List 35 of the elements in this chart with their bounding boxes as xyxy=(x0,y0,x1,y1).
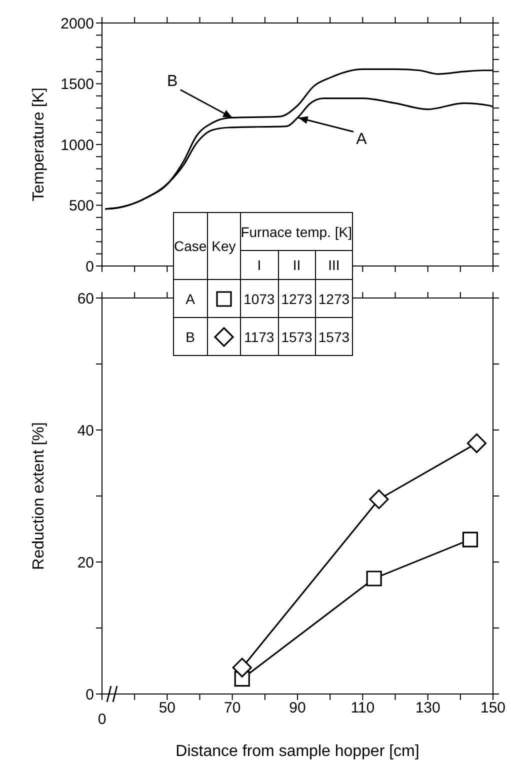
y-axis-title: Temperature [K] xyxy=(30,88,48,202)
x-tick-label: 70 xyxy=(224,700,241,717)
y-tick-label: 2000 xyxy=(60,15,94,32)
annotation: Case xyxy=(174,212,208,280)
annotation: II xyxy=(278,250,316,280)
x-tick-label: 50 xyxy=(158,700,176,717)
annotation: A xyxy=(356,130,368,148)
y-tick-label: 40 xyxy=(77,422,94,440)
y-axis-title: Reduction extent [%] xyxy=(30,422,48,570)
annotation: III xyxy=(315,250,352,280)
annotation: Furnace temp. [K] xyxy=(240,212,352,250)
x-tick-label: 150 xyxy=(480,700,506,717)
annotation: 1273 xyxy=(278,280,316,318)
annotation: 1573 xyxy=(315,318,352,356)
legend-label: A xyxy=(174,280,208,318)
annotation: B xyxy=(166,72,178,90)
y-tick-label: 20 xyxy=(77,554,94,572)
x-axis-title: Distance from sample hopper [cm] xyxy=(176,743,420,760)
y-tick-label: 1500 xyxy=(60,76,94,94)
y-tick-label: 60 xyxy=(77,290,94,308)
annotation: 1173 xyxy=(240,318,278,356)
x-tick-label: 130 xyxy=(415,700,440,717)
annotation: 1073 xyxy=(240,280,278,318)
text: 0 xyxy=(98,711,106,728)
x-tick-label: 90 xyxy=(289,700,306,717)
x-tick-label: 110 xyxy=(350,700,375,717)
annotation: 1573 xyxy=(278,318,316,356)
y-tick-label: 500 xyxy=(68,198,94,215)
annotation: 1273 xyxy=(315,280,352,318)
annotation: Key xyxy=(207,212,240,280)
y-tick-label: 0 xyxy=(86,258,94,276)
y-tick-label: 0 xyxy=(86,686,94,704)
legend-label: B xyxy=(174,318,208,356)
annotation: I xyxy=(240,250,278,280)
y-tick-label: 1000 xyxy=(60,136,94,154)
